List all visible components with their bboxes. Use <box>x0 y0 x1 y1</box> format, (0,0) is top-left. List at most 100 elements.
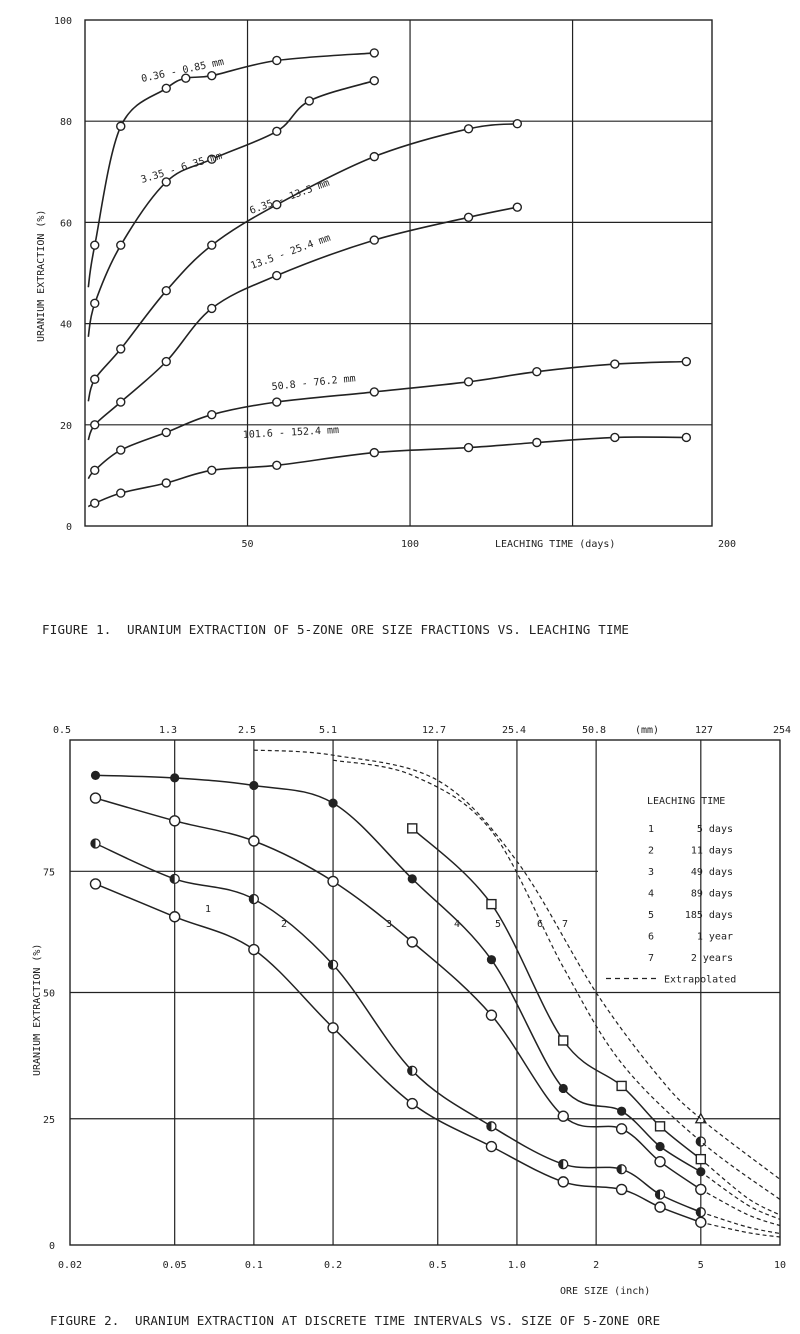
figure-2-data-point <box>617 1106 627 1116</box>
figure-1-data-point <box>161 177 171 187</box>
figure-1-data-point <box>207 465 217 476</box>
figure-1-x-tick-label: 200 <box>718 539 736 550</box>
figure-2-data-point <box>558 1083 568 1094</box>
figure-2-top-tick-label: (mm) <box>635 725 659 736</box>
curve-label: 4 <box>454 919 460 930</box>
figure-2-legend: LEACHING TIME 1 5 days 2 11 days 3 49 days 4 89… <box>606 796 736 986</box>
legend-entries: 1 5 days 2 11 days 3 49 days 4 89 days 5 185 days… <box>606 824 736 986</box>
figure-2-top-tick-label: 5.1 <box>319 725 337 736</box>
figure-1-data-point <box>90 465 100 476</box>
figure-1-data-point <box>207 70 217 81</box>
figure-1-data-point <box>272 199 282 210</box>
figure-2-series-line <box>95 842 702 1213</box>
figure-1-plot-frame <box>84 19 713 527</box>
figure-1-data-point <box>463 124 474 134</box>
curve-label: 3.35 - 6.35 mm <box>140 151 224 186</box>
figure-2-data-point <box>406 1097 418 1110</box>
figure-1-data-point <box>90 498 100 508</box>
figure-1-x-axis-label: LEACHING TIME (days) <box>495 539 615 550</box>
figure-1-y-ticks: 0 20 40 60 80 100 <box>54 16 72 533</box>
legend-entry-number: 4 <box>648 889 654 900</box>
figure-1-series <box>87 48 692 508</box>
figure-2-extrapolated-line <box>700 1188 781 1227</box>
figure-1-data-point <box>90 298 100 309</box>
curve-label: 1 <box>205 904 211 915</box>
figure-2-data-point <box>695 1153 707 1165</box>
figure-2-x-tick-label: 0.5 <box>429 1260 447 1271</box>
figure-2-y-tick-label: 25 <box>43 1115 55 1126</box>
figure-2-data-point <box>328 798 338 808</box>
figure-1-data-point <box>369 447 379 458</box>
figure-2-x-tick-label: 0.1 <box>245 1260 263 1271</box>
figure-1-data-point <box>90 374 100 384</box>
figure-1-y-tick-label: 40 <box>60 320 72 331</box>
figure-2-x-tick-label: 0.02 <box>58 1260 82 1271</box>
legend-entry-text: 49 days <box>691 867 733 878</box>
figure-2-data-point <box>168 911 181 923</box>
figure-1-data-point <box>207 154 217 164</box>
figure-2-data-point <box>654 1121 666 1132</box>
figure-1-caption: FIGURE 1. URANIUM EXTRACTION OF 5-ZONE O… <box>42 622 629 637</box>
figure-1-data-point <box>369 151 379 162</box>
legend-entry-text: 1 year <box>697 932 733 943</box>
figure-2-data-point <box>168 815 181 827</box>
legend-entry-text: Extrapolated <box>664 975 736 986</box>
figure-1-x-tick-label: 100 <box>401 539 419 550</box>
figure-2-data-point-half <box>249 894 254 904</box>
figure-2-top-tick-label: 12.7 <box>422 725 446 736</box>
figure-1-data-point <box>161 356 171 367</box>
figure-1-data-point <box>161 427 171 438</box>
legend-title: LEACHING TIME <box>647 796 725 807</box>
figure-2-y-tick-label: 75 <box>43 867 55 878</box>
figure-2-top-tick-label: 254 <box>773 725 791 736</box>
figure-2-extrapolated-line <box>700 1221 781 1238</box>
curve-label: 2 <box>281 919 287 930</box>
figure-1-data-point <box>463 377 474 387</box>
figure-2-data-point <box>485 1140 498 1153</box>
figure-1-data-point <box>681 432 692 443</box>
figure-2-data-point-half <box>170 874 175 884</box>
figure-2-extrapolated-line <box>700 1158 781 1216</box>
figure-2-top-tick-label: 127 <box>695 725 713 736</box>
figure-1-series-line <box>87 206 518 441</box>
figure-2-data-point-half <box>90 839 96 849</box>
figure-2-data-point <box>695 1216 707 1228</box>
figure-1-data-point <box>207 409 217 420</box>
figure-1-data-point <box>272 126 282 137</box>
figure-2-data-point <box>89 878 102 890</box>
figure-2-data-point-half <box>407 1066 413 1076</box>
figure-1-data-point <box>463 212 474 223</box>
figure-2-data-point <box>248 835 260 847</box>
figure-1-data-point <box>532 437 542 448</box>
figure-1-data-point <box>116 344 126 354</box>
curve-label: 3 <box>386 919 392 930</box>
figure-2-data-point <box>407 874 417 884</box>
figure-1-series-line <box>87 122 518 402</box>
figure-1-data-point <box>610 359 620 369</box>
figure-2-x-ticks: 0.02 0.05 0.1 0.2 0.5 1.0 2 5 10 <box>58 1260 786 1271</box>
figure-2-curve-labels: 1 2 3 4 5 6 7 <box>205 904 568 930</box>
figure-1-data-point <box>463 442 474 453</box>
figure-1-data-point <box>161 478 171 488</box>
figure-2-data-point <box>557 1110 569 1122</box>
figure-1-data-point <box>161 286 171 296</box>
figure-1-series-line <box>87 436 687 508</box>
figure-1-data-point <box>161 83 171 94</box>
figure-2-data-point-half <box>617 1164 622 1174</box>
figure-2-data-point <box>248 943 260 956</box>
curve-label: 5 <box>495 919 501 930</box>
curve-label: 101.6 - 152.4 mm <box>243 425 340 441</box>
figure-2-data-point <box>89 792 102 804</box>
figure-2-data-point-half <box>655 1190 661 1199</box>
figure-1-data-point <box>681 356 692 367</box>
figure-1-data-point <box>116 445 126 455</box>
figure-2-data-point <box>655 1141 665 1152</box>
figure-2-series-line <box>95 774 702 1173</box>
figure-1-y-axis-label: URANIUM EXTRACTION (%) <box>36 210 47 342</box>
legend-entry-text: 89 days <box>691 889 733 900</box>
legend-entry-number: 6 <box>648 932 654 943</box>
curve-label: 6 <box>537 919 543 930</box>
legend-entry-text: 11 days <box>691 846 733 857</box>
figure-1-data-point <box>304 96 314 106</box>
